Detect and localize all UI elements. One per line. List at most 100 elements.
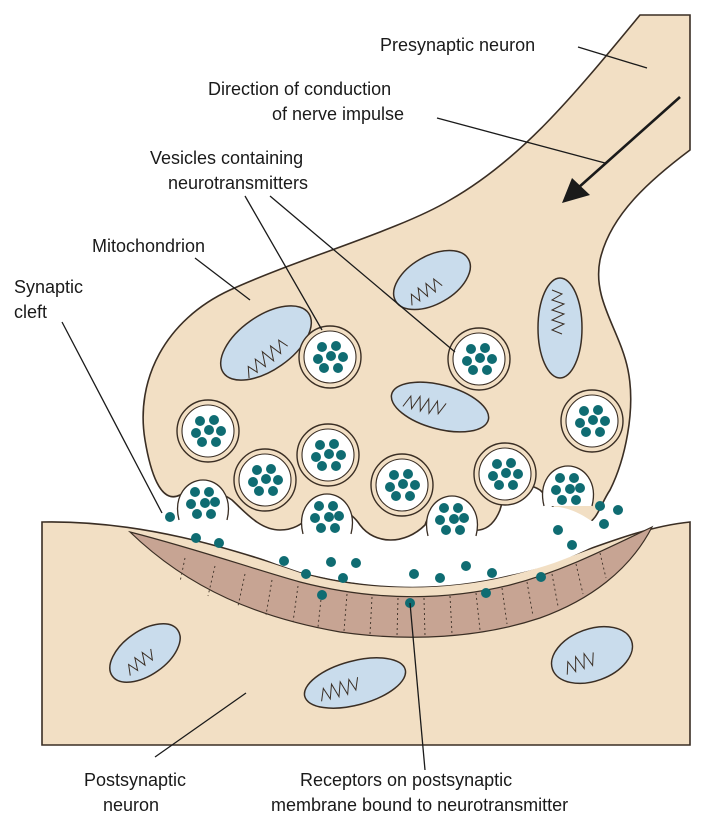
neurotransmitter-dot [487, 354, 497, 364]
neurotransmitter-dot [336, 450, 346, 460]
neurotransmitter-dot [565, 484, 575, 494]
neurotransmitter-dot [600, 416, 610, 426]
neurotransmitter-dot [492, 459, 502, 469]
neurotransmitter-dot [331, 461, 341, 471]
free-neurotransmitters [165, 501, 623, 608]
neurotransmitter-dot [216, 426, 226, 436]
neurotransmitter-dot [398, 479, 408, 489]
mitochondrion [109, 623, 181, 683]
mitochondrion [303, 657, 407, 709]
neurotransmitter-dot [197, 437, 207, 447]
neurotransmitter-dot [200, 498, 210, 508]
neurotransmitter-dot [595, 427, 605, 437]
label-cleft-line1: Synaptic [14, 277, 83, 297]
neurotransmitter-dot [252, 465, 262, 475]
mitochondrion [537, 277, 583, 379]
leader-mitochondrion [194, 257, 251, 301]
leader-direction [436, 117, 606, 164]
leader-postsynaptic [154, 692, 247, 758]
neurotransmitter-dot [494, 480, 504, 490]
vesicle [473, 442, 537, 506]
neurotransmitter-dot [441, 525, 451, 535]
neurotransmitter-dot [209, 415, 219, 425]
neurotransmitter-dot [192, 509, 202, 519]
label-receptors-line2: membrane bound to neurotransmitter [271, 795, 568, 815]
neurotransmitter-dot [329, 439, 339, 449]
neurotransmitter-dot [581, 427, 591, 437]
label-vesicles-line2: neurotransmitters [168, 173, 308, 193]
label-receptors-line1: Receptors on postsynaptic [300, 770, 512, 790]
leader-cleft [61, 321, 163, 514]
neurotransmitter-dot [328, 501, 338, 511]
receptor-lines [179, 552, 607, 637]
neurotransmitter-dot [553, 525, 563, 535]
leader-receptors [409, 602, 426, 771]
neurotransmitter-dot [513, 469, 523, 479]
neurotransmitter-dot [310, 513, 320, 523]
neurotransmitter-dot [599, 519, 609, 529]
vesicles-group [176, 325, 624, 537]
neurotransmitter-dot [351, 558, 361, 568]
neurotransmitter-dot [186, 499, 196, 509]
neurotransmitter-dot [481, 588, 491, 598]
neurotransmitter-dot [326, 351, 336, 361]
neurotransmitter-dot [334, 511, 344, 521]
neurotransmitter-dot [311, 452, 321, 462]
neurotransmitter-dot [459, 513, 469, 523]
neurotransmitter-dot [461, 561, 471, 571]
neurotransmitter-dot [595, 501, 605, 511]
neurotransmitter-dot [501, 468, 511, 478]
neurotransmitter-dot [575, 483, 585, 493]
neurotransmitter-dot [389, 470, 399, 480]
neurotransmitter-dot [391, 491, 401, 501]
label-cleft-line2: cleft [14, 302, 47, 322]
neurotransmitter-dot [409, 569, 419, 579]
neurotransmitter-dot [324, 449, 334, 459]
neurotransmitter-dot [579, 406, 589, 416]
neurotransmitter-dot [317, 590, 327, 600]
neurotransmitter-dot [315, 440, 325, 450]
neurotransmitter-dot [206, 509, 216, 519]
neurotransmitter-dot [506, 458, 516, 468]
neurotransmitter-dot [254, 486, 264, 496]
neurotransmitter-dot [410, 480, 420, 490]
neurotransmitter-dot [551, 485, 561, 495]
neurotransmitter-dot [279, 556, 289, 566]
neurotransmitter-dot [557, 495, 567, 505]
neurotransmitter-dot [191, 533, 201, 543]
neurotransmitter-dot [453, 503, 463, 513]
direction-arrow [562, 96, 681, 203]
neurotransmitter-dot [338, 352, 348, 362]
neurotransmitter-dot [466, 344, 476, 354]
neurotransmitter-dot [475, 353, 485, 363]
vesicle [296, 423, 360, 487]
neurotransmitter-dot [190, 487, 200, 497]
leader-vesicles-2 [269, 195, 456, 353]
neurotransmitter-dot [211, 437, 221, 447]
neurotransmitter-dot [435, 515, 445, 525]
neurotransmitter-dot [333, 363, 343, 373]
neurotransmitter-dot [338, 573, 348, 583]
mitochondrion [219, 305, 313, 381]
neurotransmitter-dot [593, 405, 603, 415]
neurotransmitter-dot [480, 343, 490, 353]
label-direction-line2: of nerve impulse [272, 104, 404, 124]
neurotransmitter-dot [482, 365, 492, 375]
neurotransmitter-dot [575, 418, 585, 428]
vesicle [176, 399, 240, 463]
neurotransmitter-dot [204, 425, 214, 435]
neurotransmitter-dot [301, 569, 311, 579]
neurotransmitter-dot [324, 512, 334, 522]
synaptic-cleft [160, 497, 630, 587]
neurotransmitter-dot [488, 471, 498, 481]
vesicle [447, 327, 511, 391]
neurotransmitter-dot [567, 540, 577, 550]
neurotransmitter-dot [317, 342, 327, 352]
fusing-vesicle [426, 495, 478, 537]
neurotransmitter-dot [268, 486, 278, 496]
label-vesicles-line1: Vesicles containing [150, 148, 303, 168]
label-postsynaptic-line1: Postsynaptic [84, 770, 186, 790]
neurotransmitter-dot [248, 477, 258, 487]
neurotransmitter-dot [204, 487, 214, 497]
